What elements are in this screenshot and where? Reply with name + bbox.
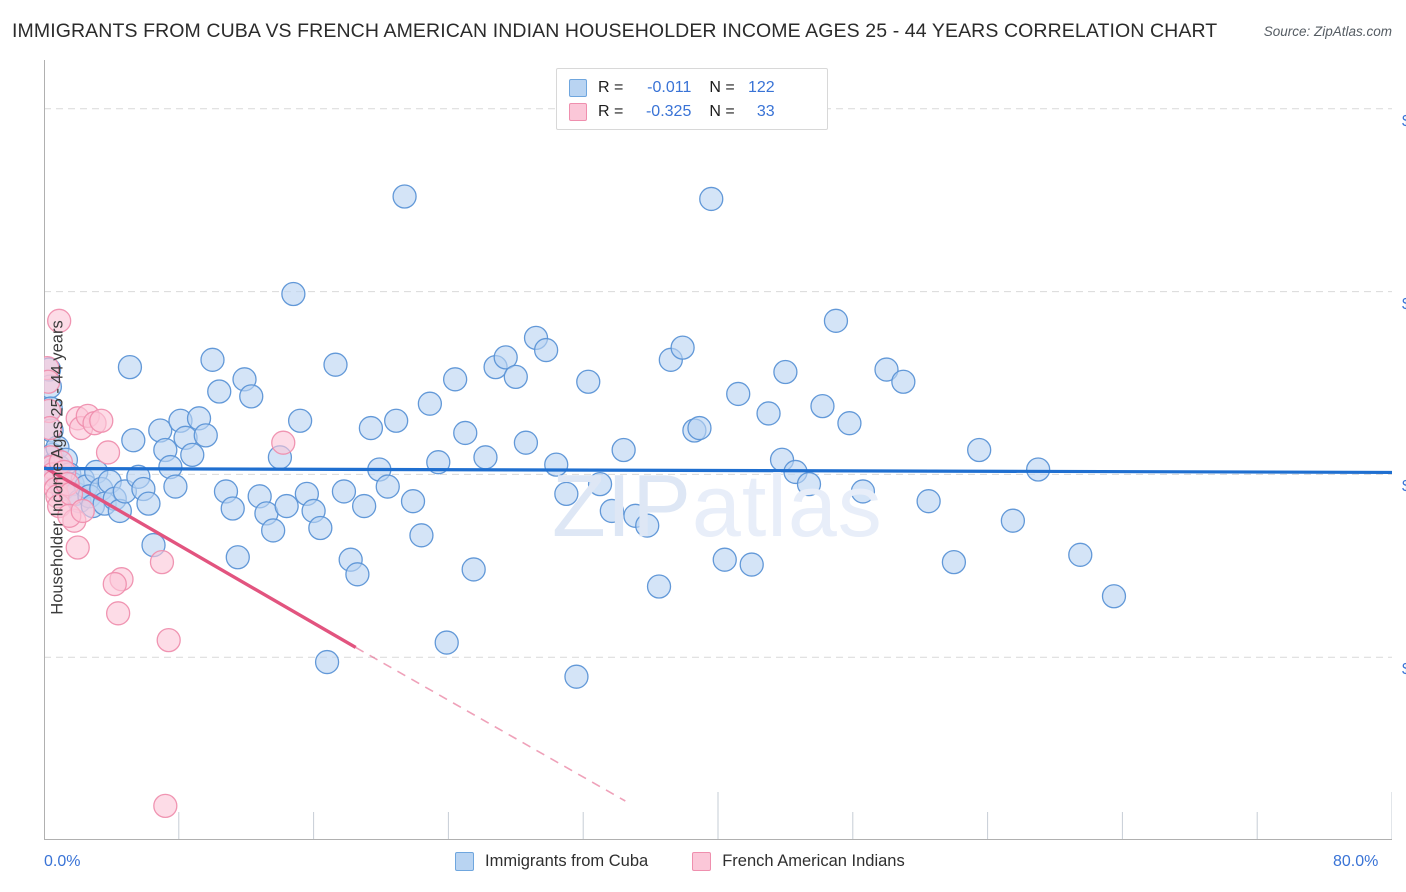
correlation-stats-legend: R = -0.011 N = 122 R = -0.325 N = 33 bbox=[556, 68, 828, 130]
legend-swatch-blue bbox=[455, 852, 474, 871]
y-axis-label-1: $112,500 bbox=[1402, 296, 1406, 314]
legend-item-french-american-indians[interactable]: French American Indians bbox=[692, 852, 905, 871]
legend-label-french-american-indians: French American Indians bbox=[722, 852, 905, 870]
page-title: IMMIGRANTS FROM CUBA VS FRENCH AMERICAN … bbox=[12, 20, 1218, 42]
y-axis-label-2: $75,000 bbox=[1402, 478, 1406, 496]
scatter-plot: ZIPatlas Householder Income Ages 25 - 44… bbox=[44, 60, 1406, 840]
n-label-blue: N = bbox=[709, 79, 735, 96]
n-value-blue: 122 bbox=[747, 79, 775, 96]
stats-row-pink: R = -0.325 N = 33 bbox=[569, 100, 817, 124]
series-points-immigrants-from-cuba bbox=[44, 184, 1127, 689]
legend-swatch-pink bbox=[692, 852, 712, 871]
y-axis-label-3: $37,500 bbox=[1402, 661, 1406, 679]
trendline-immigrants-from-cuba bbox=[44, 466, 1392, 475]
series-swatch-french-american-indians bbox=[569, 103, 587, 121]
series-points-french-american-indians bbox=[44, 308, 296, 819]
x-axis-label-min: 0.0% bbox=[44, 853, 81, 870]
stats-row-blue: R = -0.011 N = 122 bbox=[569, 76, 817, 100]
series-legend: Immigrants from Cuba French American Ind… bbox=[455, 852, 949, 871]
plot-canvas bbox=[44, 60, 1392, 840]
legend-label-immigrants-from-cuba: Immigrants from Cuba bbox=[485, 852, 649, 870]
n-value-pink: 33 bbox=[756, 103, 775, 120]
y-axis-label-0: $150,000 bbox=[1402, 113, 1406, 131]
r-value-pink: -0.325 bbox=[645, 103, 692, 120]
series-swatch-immigrants-from-cuba bbox=[569, 79, 587, 97]
n-label-pink: N = bbox=[709, 103, 735, 120]
chart-header: IMMIGRANTS FROM CUBA VS FRENCH AMERICAN … bbox=[0, 0, 1406, 50]
x-axis-label-max: 80.0% bbox=[1333, 853, 1379, 870]
x-axis-ticks bbox=[178, 792, 1392, 840]
axis-lines bbox=[44, 60, 1392, 840]
source-attribution: Source: ZipAtlas.com bbox=[1263, 24, 1392, 39]
trendline-french-american-indians bbox=[44, 465, 626, 802]
r-label-pink: R = bbox=[598, 103, 624, 120]
r-value-blue: -0.011 bbox=[647, 79, 692, 96]
r-label-blue: R = bbox=[598, 79, 624, 96]
legend-item-immigrants-from-cuba[interactable]: Immigrants from Cuba bbox=[455, 852, 648, 871]
